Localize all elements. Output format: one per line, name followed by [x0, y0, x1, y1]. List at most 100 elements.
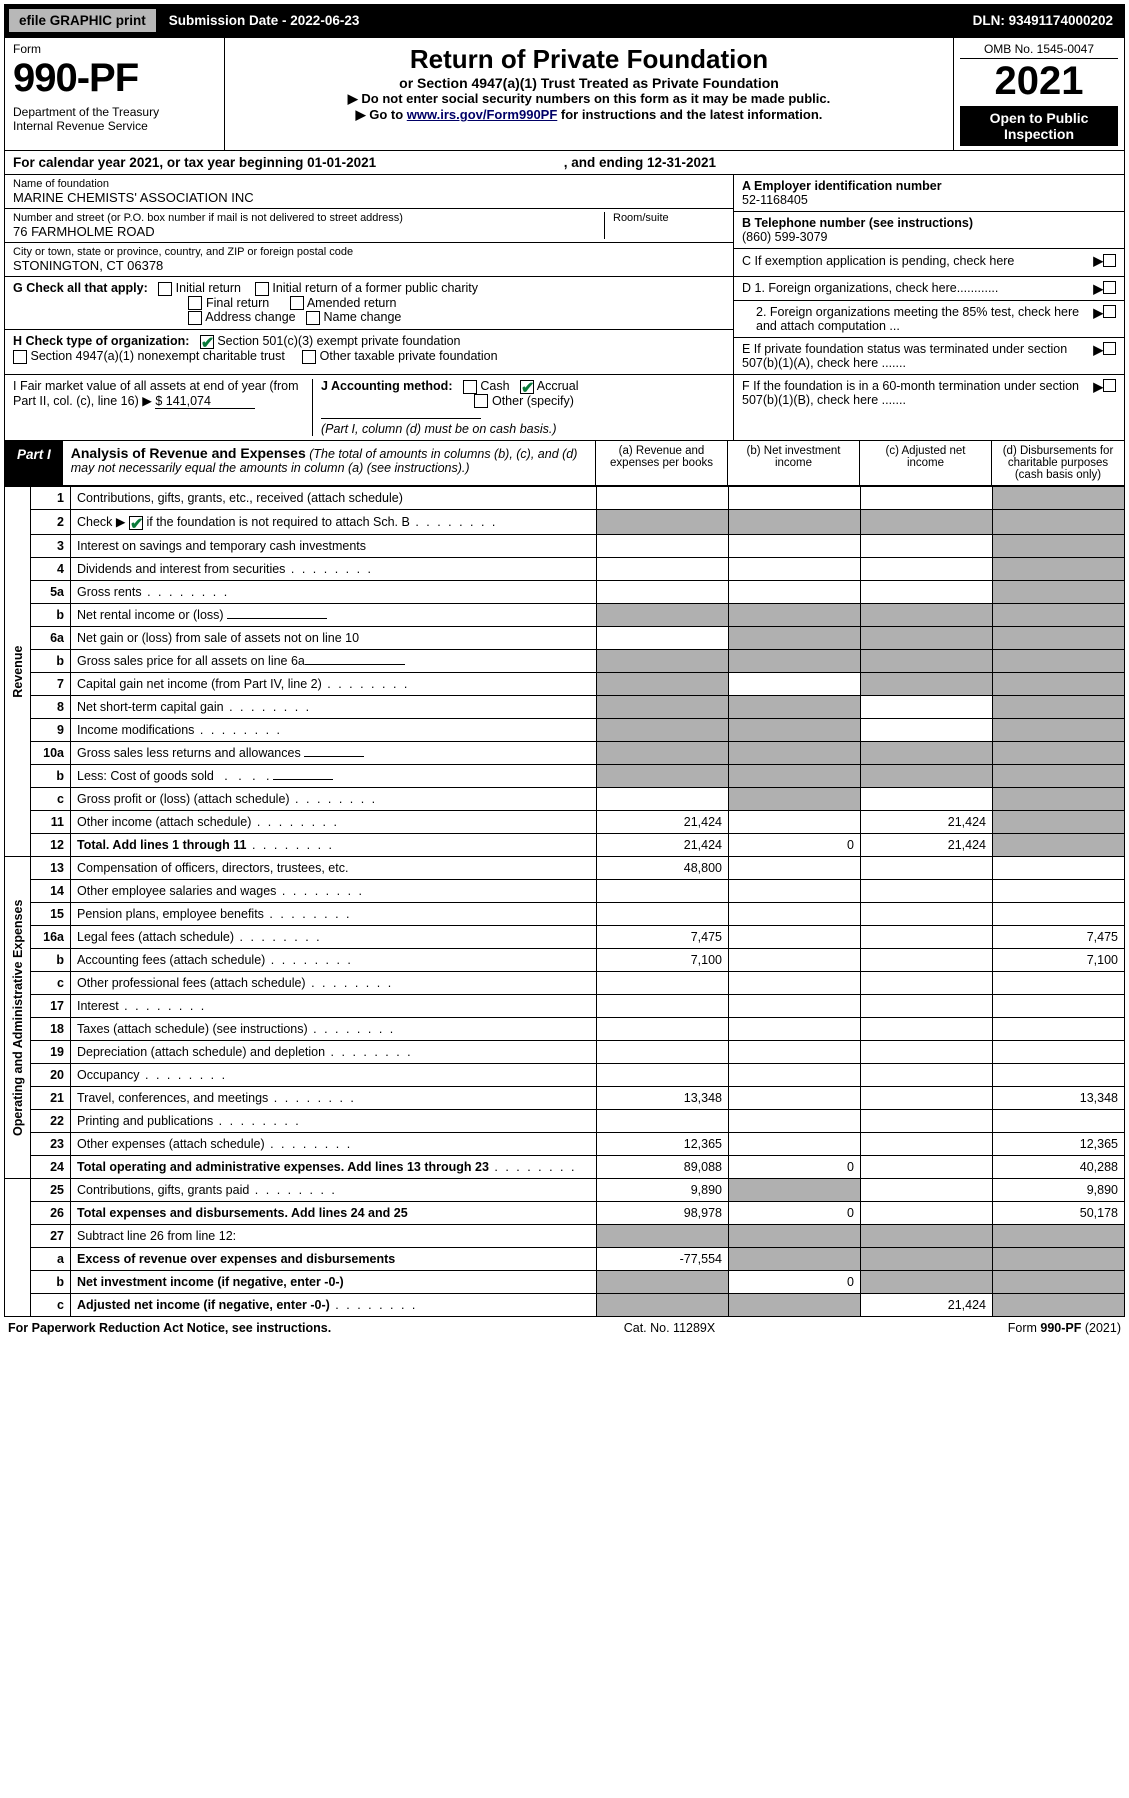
room-label: Room/suite: [613, 212, 725, 224]
submission-date: Submission Date - 2022-06-23: [159, 9, 370, 32]
table-row: 22Printing and publications: [5, 1110, 1125, 1133]
j-cash-checkbox[interactable]: [463, 380, 477, 394]
d2-label: 2. Foreign organizations meeting the 85%…: [742, 305, 1093, 333]
h-row: H Check type of organization: Section 50…: [5, 329, 733, 367]
table-row: bLess: Cost of goods sold . . . .: [5, 765, 1125, 788]
j-other-checkbox[interactable]: [474, 394, 488, 408]
foundation-name: MARINE CHEMISTS' ASSOCIATION INC: [13, 190, 725, 205]
table-row: 8Net short-term capital gain: [5, 696, 1125, 719]
col-c-header: (c) Adjusted net income: [860, 441, 992, 485]
form-subtitle: or Section 4947(a)(1) Trust Treated as P…: [233, 75, 945, 91]
table-row: 27Subtract line 26 from line 12:: [5, 1225, 1125, 1248]
table-row: Revenue 1Contributions, gifts, grants, e…: [5, 487, 1125, 510]
city-label: City or town, state or province, country…: [13, 246, 725, 258]
h-4947-checkbox[interactable]: [13, 350, 27, 364]
efile-print-button[interactable]: efile GRAPHIC print: [8, 8, 157, 33]
g-name-change-checkbox[interactable]: [306, 311, 320, 325]
city-value: STONINGTON, CT 06378: [13, 258, 725, 273]
part1-header: Part I Analysis of Revenue and Expenses …: [4, 441, 1125, 486]
tax-year: 2021: [960, 59, 1118, 104]
calendar-year-line: For calendar year 2021, or tax year begi…: [4, 151, 1125, 175]
table-row: 2 Check ▶ if the foundation is not requi…: [5, 510, 1125, 535]
table-row: 5aGross rents: [5, 581, 1125, 604]
table-row: 24Total operating and administrative exp…: [5, 1156, 1125, 1179]
g-final-return-checkbox[interactable]: [188, 296, 202, 310]
omb-number: OMB No. 1545-0047: [960, 42, 1118, 59]
table-row: cAdjusted net income (if negative, enter…: [5, 1294, 1125, 1317]
ein-label: A Employer identification number: [742, 179, 942, 193]
form-title-block: Form 990-PF Department of the Treasury I…: [4, 37, 1125, 151]
open-to-public: Open to Public Inspection: [960, 106, 1118, 146]
h-501c3-checkbox[interactable]: [200, 335, 214, 349]
table-row: 18Taxes (attach schedule) (see instructi…: [5, 1018, 1125, 1041]
i-value: $ 141,074: [155, 394, 255, 409]
g-address-change-checkbox[interactable]: [188, 311, 202, 325]
col-d-header: (d) Disbursements for charitable purpose…: [992, 441, 1124, 485]
table-row: 6aNet gain or (loss) from sale of assets…: [5, 627, 1125, 650]
g-row: G Check all that apply: Initial return I…: [5, 277, 733, 329]
c-checkbox[interactable]: [1103, 254, 1116, 267]
h-other-taxable-checkbox[interactable]: [302, 350, 316, 364]
table-row: 3Interest on savings and temporary cash …: [5, 535, 1125, 558]
header-info: Name of foundation MARINE CHEMISTS' ASSO…: [4, 175, 1125, 277]
footer-left: For Paperwork Reduction Act Notice, see …: [8, 1321, 331, 1335]
ssn-note: ▶ Do not enter social security numbers o…: [233, 91, 945, 107]
irs-link[interactable]: www.irs.gov/Form990PF: [407, 107, 558, 122]
g-initial-return-checkbox[interactable]: [158, 282, 172, 296]
form-title: Return of Private Foundation: [233, 44, 945, 75]
phone-value: (860) 599-3079: [742, 230, 827, 244]
check-options-block: G Check all that apply: Initial return I…: [4, 277, 1125, 375]
j-label: J Accounting method:: [321, 379, 452, 393]
department-label: Department of the Treasury Internal Reve…: [13, 105, 216, 133]
g-initial-former-checkbox[interactable]: [255, 282, 269, 296]
part1-table: Revenue 1Contributions, gifts, grants, e…: [4, 486, 1125, 1317]
j-accrual-checkbox[interactable]: [520, 380, 534, 394]
address-value: 76 FARMHOLME ROAD: [13, 224, 596, 239]
table-row: 17Interest: [5, 995, 1125, 1018]
col-a-header: (a) Revenue and expenses per books: [596, 441, 728, 485]
table-row: 15Pension plans, employee benefits: [5, 903, 1125, 926]
table-row: cOther professional fees (attach schedul…: [5, 972, 1125, 995]
table-row: 25Contributions, gifts, grants paid9,890…: [5, 1179, 1125, 1202]
part1-tag: Part I: [5, 441, 63, 485]
name-label: Name of foundation: [13, 178, 725, 190]
d1-label: D 1. Foreign organizations, check here..…: [742, 281, 1093, 295]
table-row: 12Total. Add lines 1 through 1121,424021…: [5, 834, 1125, 857]
table-row: 23Other expenses (attach schedule)12,365…: [5, 1133, 1125, 1156]
table-row: 11Other income (attach schedule)21,42421…: [5, 811, 1125, 834]
revenue-sidebar: Revenue: [5, 487, 31, 857]
table-row: 4Dividends and interest from securities: [5, 558, 1125, 581]
table-row: 20Occupancy: [5, 1064, 1125, 1087]
j-note: (Part I, column (d) must be on cash basi…: [321, 422, 557, 436]
table-row: 19Depreciation (attach schedule) and dep…: [5, 1041, 1125, 1064]
d1-checkbox[interactable]: [1103, 281, 1116, 294]
ein-value: 52-1168405: [742, 193, 808, 207]
efile-top-bar: efile GRAPHIC print Submission Date - 20…: [4, 4, 1125, 37]
dln-number: DLN: 93491174000202: [963, 9, 1123, 32]
table-row: bAccounting fees (attach schedule)7,1007…: [5, 949, 1125, 972]
schb-checkbox[interactable]: [129, 516, 143, 530]
c-exemption-label: C If exemption application is pending, c…: [742, 254, 1093, 268]
col-b-header: (b) Net investment income: [728, 441, 860, 485]
part1-title: Analysis of Revenue and Expenses: [71, 445, 306, 461]
table-row: 14Other employee salaries and wages: [5, 880, 1125, 903]
footer-right: Form 990-PF (2021): [1008, 1321, 1121, 1335]
form-number: 990-PF: [13, 56, 216, 101]
expenses-sidebar: Operating and Administrative Expenses: [5, 857, 31, 1179]
table-row: 21Travel, conferences, and meetings13,34…: [5, 1087, 1125, 1110]
table-row: 7Capital gain net income (from Part IV, …: [5, 673, 1125, 696]
form-word: Form: [13, 42, 216, 56]
table-row: bGross sales price for all assets on lin…: [5, 650, 1125, 673]
f-checkbox[interactable]: [1103, 379, 1116, 392]
f-label: F If the foundation is in a 60-month ter…: [742, 379, 1093, 407]
footer-mid: Cat. No. 11289X: [624, 1321, 716, 1335]
table-row: 10aGross sales less returns and allowanc…: [5, 742, 1125, 765]
phone-label: B Telephone number (see instructions): [742, 216, 973, 230]
page-footer: For Paperwork Reduction Act Notice, see …: [4, 1317, 1125, 1339]
g-amended-return-checkbox[interactable]: [290, 296, 304, 310]
e-label: E If private foundation status was termi…: [742, 342, 1093, 370]
goto-note: ▶ Go to www.irs.gov/Form990PF for instru…: [233, 107, 945, 123]
d2-checkbox[interactable]: [1103, 305, 1116, 318]
table-row: cGross profit or (loss) (attach schedule…: [5, 788, 1125, 811]
e-checkbox[interactable]: [1103, 342, 1116, 355]
